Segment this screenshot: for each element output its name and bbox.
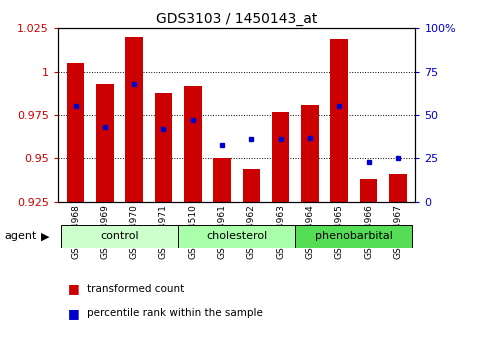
Bar <box>301 105 319 202</box>
Bar <box>295 225 412 248</box>
Text: transformed count: transformed count <box>87 284 184 293</box>
Text: control: control <box>100 231 139 241</box>
Text: ■: ■ <box>68 307 79 320</box>
Text: percentile rank within the sample: percentile rank within the sample <box>87 308 263 318</box>
Bar <box>242 169 260 202</box>
Text: phenobarbital: phenobarbital <box>315 231 393 241</box>
Text: agent: agent <box>5 231 37 241</box>
Bar <box>155 92 172 202</box>
Bar <box>389 174 407 202</box>
Bar <box>178 225 295 248</box>
Text: cholesterol: cholesterol <box>206 231 267 241</box>
Bar <box>61 225 178 248</box>
Bar <box>96 84 114 202</box>
Text: ■: ■ <box>68 282 79 295</box>
Bar <box>67 63 85 202</box>
Bar <box>330 39 348 202</box>
Text: ▶: ▶ <box>41 231 50 241</box>
Bar <box>126 37 143 202</box>
Bar <box>213 159 231 202</box>
Bar <box>184 86 201 202</box>
Title: GDS3103 / 1450143_at: GDS3103 / 1450143_at <box>156 12 317 26</box>
Bar <box>360 179 377 202</box>
Bar <box>272 112 289 202</box>
